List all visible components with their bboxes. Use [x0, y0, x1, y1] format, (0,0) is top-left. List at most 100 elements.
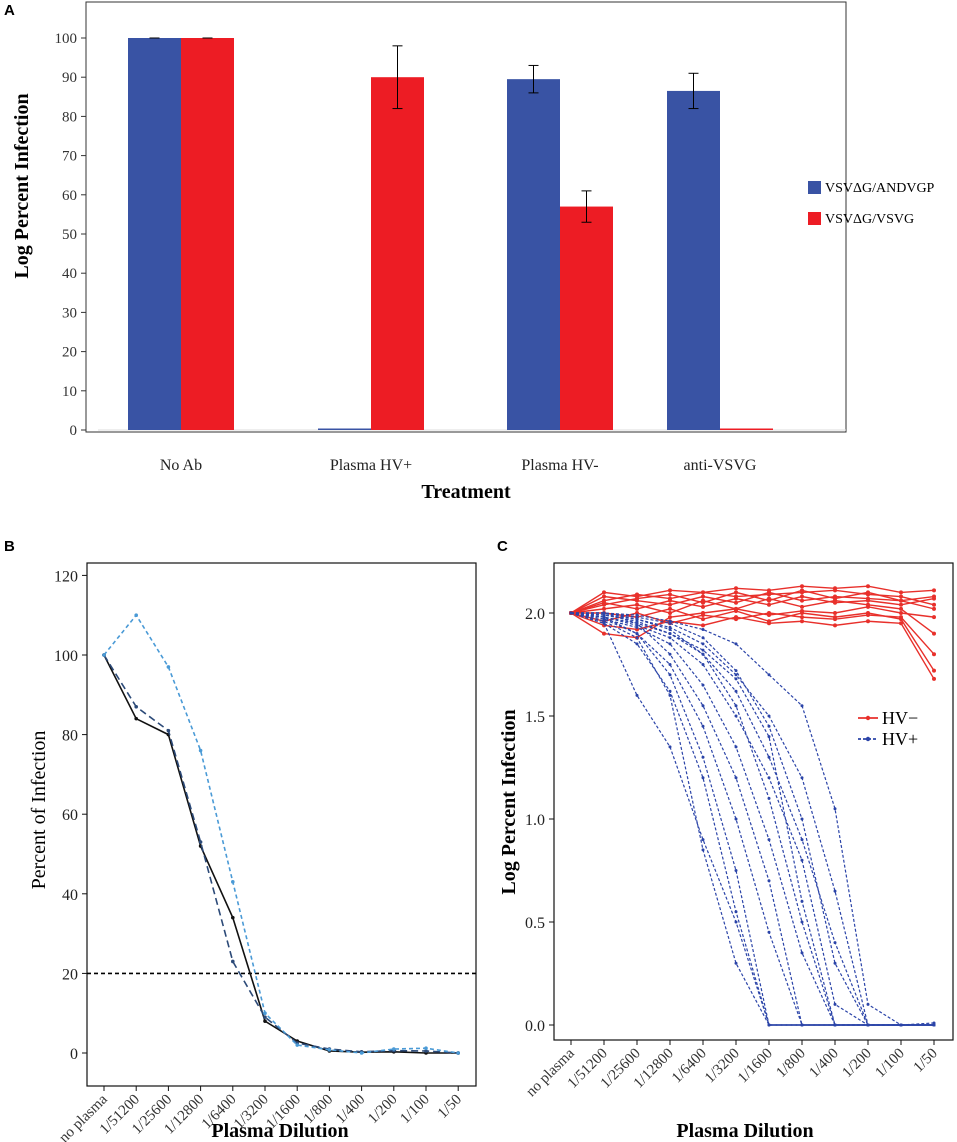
- panel-a-ytick-label: 80: [62, 109, 77, 125]
- panel-a-ytick-label: 20: [62, 345, 77, 361]
- panel-b-series-line-1: [103, 654, 459, 1054]
- hv-pos-point: [767, 930, 771, 934]
- hv-neg-point: [635, 596, 639, 601]
- panel-c-frame: [553, 562, 954, 1041]
- hv-pos-point: [734, 714, 738, 718]
- hv-pos-point: [602, 615, 606, 619]
- panel-c-xtick-label: 1/3200: [702, 1046, 743, 1087]
- panel-b-ytick-label: 100: [54, 648, 78, 665]
- panel-c-label: C: [497, 538, 508, 555]
- panel-a-ytick-label: 100: [55, 31, 78, 47]
- panel-b-ytick-label: 0: [70, 1046, 78, 1063]
- hv-neg-point: [932, 631, 936, 636]
- panel-b-frame: [86, 562, 477, 1087]
- hv-pos-point: [701, 683, 705, 687]
- hv-pos-line-9: [570, 612, 934, 1026]
- hv-pos-point: [767, 879, 771, 883]
- hv-neg-point: [866, 611, 870, 615]
- hv-neg-line-0: [570, 595, 935, 614]
- hv-pos-point: [635, 623, 639, 627]
- panel-b-ytick-label: 40: [62, 887, 78, 904]
- panel-a-ytick-label: 30: [62, 305, 77, 321]
- legend-marker: [865, 715, 871, 721]
- hv-pos-point: [635, 632, 639, 636]
- bar-vsvg-0: [181, 38, 234, 430]
- hv-neg-point: [734, 608, 738, 613]
- legend-swatch: [808, 181, 821, 194]
- hv-pos-point: [701, 838, 705, 842]
- hv-pos-point: [701, 652, 705, 656]
- panel-c-xtick-label: 1/50: [911, 1046, 941, 1076]
- legend-marker: [865, 736, 871, 742]
- hv-pos-point: [800, 704, 804, 708]
- panel-b-xtick-label: 1/200: [365, 1092, 400, 1127]
- panel-b-point: [102, 653, 106, 657]
- bar-andvgp-3: [667, 90, 720, 431]
- hv-neg-point: [635, 592, 639, 597]
- hv-pos-point: [668, 642, 672, 646]
- hv-neg-point: [932, 668, 936, 673]
- hv-neg-point: [668, 615, 672, 620]
- panel-b-point: [392, 1047, 396, 1051]
- panel-b-point: [263, 1015, 267, 1019]
- hv-neg-point: [866, 596, 870, 601]
- panel-a-ytick-label: 40: [62, 266, 77, 282]
- hv-pos-point: [800, 951, 804, 955]
- hv-pos-point: [734, 920, 738, 924]
- hv-neg-point: [734, 590, 738, 595]
- hv-pos-point: [701, 648, 705, 652]
- hv-pos-point: [635, 642, 639, 646]
- hv-neg-point: [932, 594, 936, 599]
- hv-neg-point: [800, 604, 804, 609]
- hv-pos-point: [668, 652, 672, 656]
- bar-vsvg-3: [720, 428, 773, 430]
- hv-neg-line-3: [570, 597, 935, 635]
- hv-pos-point: [767, 796, 771, 800]
- hv-pos-line-5: [570, 612, 934, 1026]
- hv-neg-point: [899, 602, 903, 607]
- hv-neg-point: [668, 588, 672, 593]
- panel-c-xtick-label: 1/1600: [735, 1046, 776, 1087]
- panel-c: C 0.00.51.01.52.0 no plasma1/512001/2560…: [497, 538, 954, 1142]
- hv-neg-point: [800, 588, 804, 593]
- panel-b-point: [231, 915, 235, 920]
- panel-c-xtick-label: 1/400: [806, 1046, 841, 1081]
- hv-neg-point: [734, 600, 738, 605]
- hv-neg-point: [701, 623, 705, 628]
- hv-pos-point: [635, 636, 639, 640]
- hv-neg-point: [668, 602, 672, 607]
- hv-pos-point: [734, 961, 738, 965]
- panel-b-xlabel: Plasma Dilution: [211, 1120, 348, 1142]
- hv-pos-point: [800, 838, 804, 842]
- bar-andvgp-0: [128, 38, 181, 430]
- hv-pos-point: [668, 689, 672, 693]
- hv-neg-point: [701, 590, 705, 595]
- hv-neg-point: [767, 598, 771, 603]
- hv-pos-point: [635, 615, 639, 619]
- hv-pos-point: [767, 735, 771, 739]
- panel-b-ytick-label: 60: [62, 807, 78, 824]
- hv-neg-point: [800, 611, 804, 615]
- hv-pos-point: [734, 673, 738, 677]
- hv-pos-point: [668, 625, 672, 629]
- hv-neg-line-1: [570, 606, 935, 639]
- legend-label: VSVΔG/ANDVGP: [825, 181, 935, 196]
- hv-pos-point: [668, 619, 672, 623]
- hv-pos-point: [734, 776, 738, 780]
- hv-pos-point: [701, 848, 705, 852]
- hv-pos-point: [833, 807, 837, 811]
- hv-pos-point: [833, 889, 837, 893]
- hv-neg-point: [932, 676, 936, 681]
- hv-pos-point: [833, 961, 837, 965]
- hv-pos-point: [800, 858, 804, 862]
- hv-neg-point: [800, 619, 804, 624]
- panel-b-xtick-label: no plasma: [56, 1091, 111, 1142]
- hv-neg-point: [800, 615, 804, 620]
- hv-pos-point: [668, 636, 672, 640]
- hv-pos-line-1: [570, 612, 935, 1026]
- panel-c-xtick-label: 1/800: [773, 1046, 808, 1081]
- legend-label: HV−: [882, 708, 918, 728]
- hv-neg-point: [866, 619, 870, 624]
- hv-pos-line-2: [570, 612, 934, 1026]
